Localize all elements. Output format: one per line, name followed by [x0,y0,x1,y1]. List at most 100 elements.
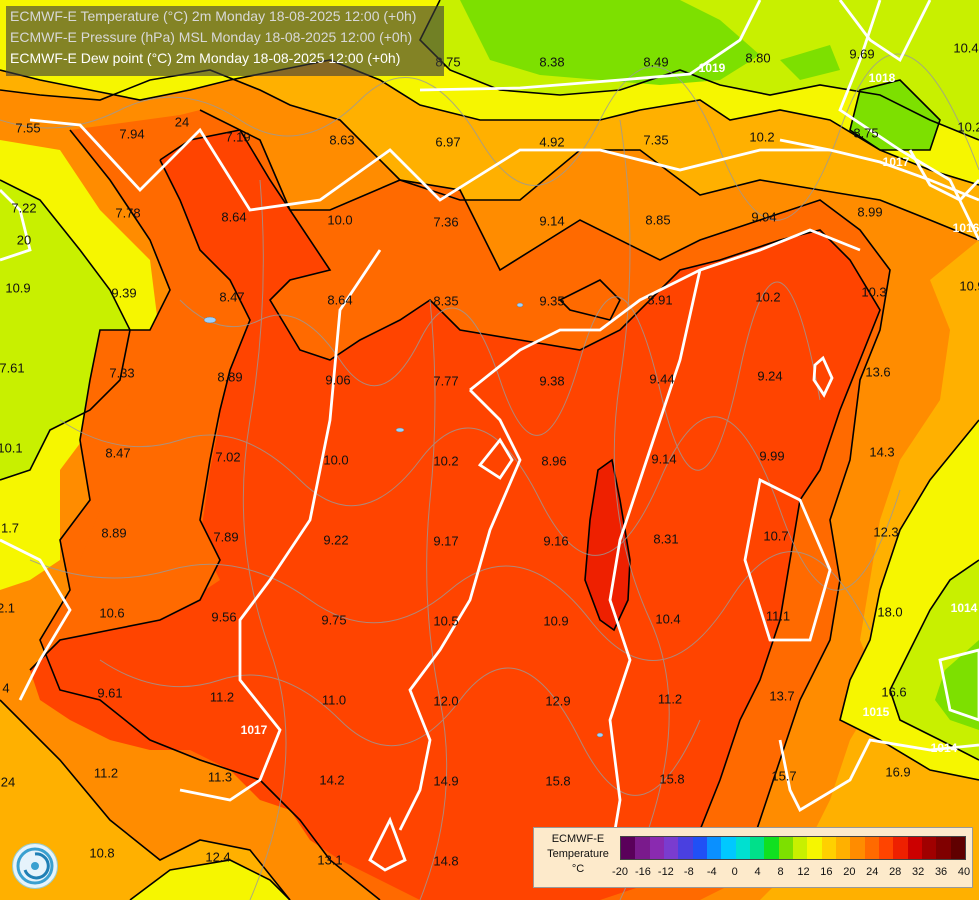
dew-point-value: 7.61 [0,360,25,376]
dew-point-value: 10.0 [327,212,353,228]
legend-swatch [950,837,965,859]
dew-point-value: 11.3 [207,769,233,785]
legend-swatch [850,837,865,859]
legend-swatch [649,837,664,859]
dew-point-value: 7.55 [15,120,41,136]
isotherm-label: 24 [0,774,16,790]
dew-point-value: 10.6 [99,605,125,621]
band-36-40 [585,460,630,630]
dew-point-value: 10.2 [957,119,979,135]
dew-point-value: 11.2 [93,765,119,781]
dew-point-value: 16.9 [885,764,911,780]
legend-tick-label: 24 [866,866,879,878]
title-pressure: ECMWF-E Pressure (hPa) MSL Monday 18-08-… [10,29,413,45]
legend-swatch [749,837,765,859]
legend: ECMWF-E Temperature °C -20 -16 -12 -8 -4 0 4 8 1… [533,827,973,888]
legend-tick-label: 40 [957,866,971,878]
band-28-32-pocket-west [80,360,220,610]
legend-tick-label: -12 [657,866,674,878]
legend-ticks: -20 -16 -12 -8 -4 0 4 8 12 16 20 24 28 32 36 40 [612,866,970,880]
legend-swatch [907,837,922,859]
dew-point-value: 13.7 [769,688,795,704]
legend-tick-label: 32 [912,866,925,878]
dew-point-value: 9.44 [649,371,675,387]
legend-swatch [635,837,650,859]
legend-swatch [893,837,908,859]
dew-point-value: 8.85 [645,212,671,228]
dew-point-value: 9.56 [211,609,237,625]
dew-point-value: 8.89 [217,369,243,385]
dew-point-value: 7.89 [213,529,239,545]
dew-point-value: 7.94 [119,126,145,142]
legend-tick-label: 8 [777,866,784,878]
dew-point-value: 7.78 [115,205,141,221]
dew-point-value: 8.38 [539,54,565,70]
dew-point-value: 8.99 [857,204,883,220]
dew-point-value: 8.75 [853,125,879,141]
dew-point-value: 10.0 [323,452,349,468]
ecmwf-logo-icon [12,843,58,889]
dew-point-value: 10.2 [749,129,775,145]
dew-point-value: 9.22 [323,532,349,548]
dew-point-value: 10.4 [655,611,681,627]
dew-point-value: 7.02 [215,449,241,465]
dew-point-value: 14.2 [319,772,345,788]
dew-point-value: 9.16 [543,533,569,549]
legend-swatch [821,837,836,859]
title-dew-point: ECMWF-E Dew point (°C) 2m Monday 18-08-2… [10,50,401,66]
dew-point-value: 12.9 [545,693,571,709]
dew-point-value: 11.1 [765,608,791,624]
dew-point-value: 8.64 [221,209,247,225]
dew-point-value: 4.92 [539,134,565,150]
band-8-12-east [935,640,979,730]
dew-point-value: 10.1 [0,440,23,456]
isobar-label: 1019 [698,61,726,75]
dew-point-value: 10.5 [433,613,459,629]
legend-tick-label: 28 [889,866,902,878]
band-8-12-northeast-2 [780,45,840,80]
dew-point-value: 14.9 [433,773,459,789]
legend-tick-label: 16 [820,866,833,878]
dew-point-value: 7.35 [643,132,669,148]
dew-point-value: 9.06 [325,372,351,388]
dew-point-value: 10.2 [755,289,781,305]
dew-point-value: 12.0 [433,693,459,709]
dew-point-value: 10.8 [89,845,115,861]
band-8-12-north [460,0,760,85]
dew-point-value: 7.22 [11,200,37,216]
legend-variable: Temperature [547,848,609,860]
legend-swatch [936,837,951,859]
legend-swatch [835,837,851,859]
legend-tick-label: -4 [706,866,717,878]
dew-point-value: 14.8 [433,853,459,869]
dew-point-value: 8.31 [653,531,679,547]
dew-point-value: 7.77 [433,373,459,389]
dew-point-value: 9.39 [111,285,137,301]
dew-point-value: 16.6 [881,684,907,700]
dew-point-value: 8.89 [101,525,127,541]
legend-swatch [706,837,722,859]
dew-point-value: 12.4 [205,849,231,865]
isobar-label: 1015 [862,705,890,719]
legend-swatch [807,837,822,859]
dew-point-value: 7.33 [109,365,135,381]
legend-title: ECMWF-E Temperature °C [536,832,620,877]
dew-point-value: 9.14 [651,451,677,467]
dew-point-value: 1.7 [0,520,20,536]
legend-swatch [621,837,636,859]
dew-point-value: 8.91 [647,292,673,308]
dew-point-value: 10.3 [861,284,887,300]
band-12-16-west [0,180,130,480]
isobars [0,0,979,872]
legend-tick-label: 4 [754,866,761,878]
isobar-label: 1017 [240,723,268,737]
dew-point-value: 18.0 [877,604,903,620]
dew-point-value: 8.35 [433,293,459,309]
band-32-36 [30,130,880,900]
isobar-label: 1017 [882,155,910,169]
dew-point-value: 10.4 [953,40,979,56]
legend-tick-label: 20 [843,866,856,878]
chart-title-box: ECMWF-E Temperature (°C) 2m Monday 18-08… [6,6,444,76]
legend-tick-label: 12 [797,866,810,878]
